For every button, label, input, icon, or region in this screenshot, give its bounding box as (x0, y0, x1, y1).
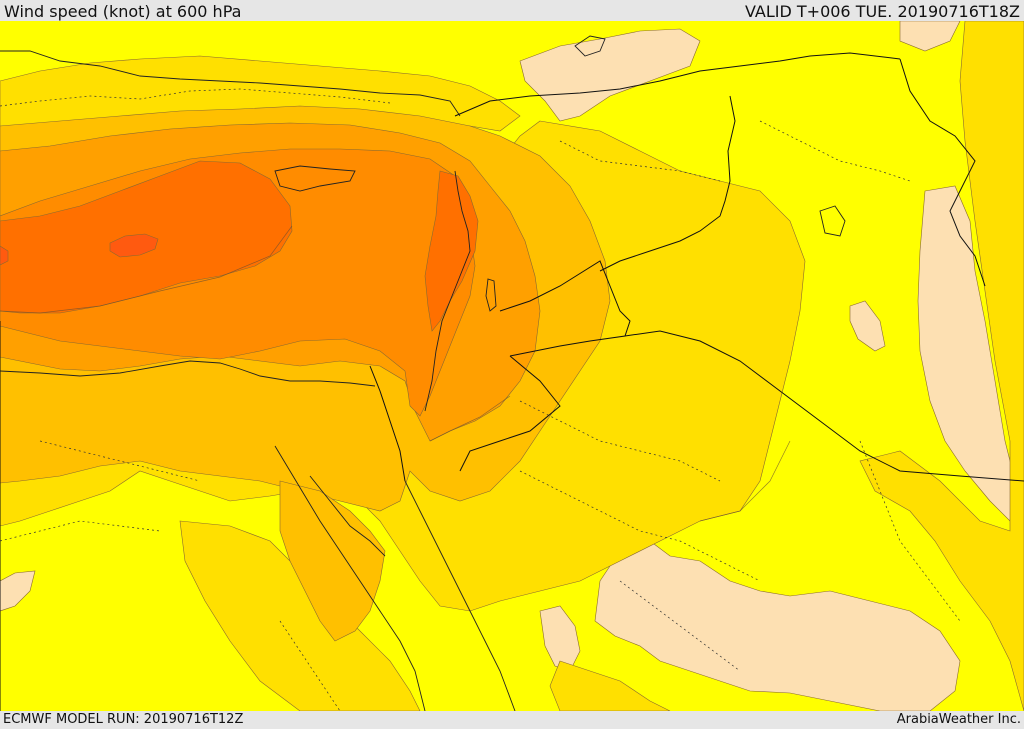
egypt-coast (0, 360, 376, 387)
map-title: Wind speed (knot) at 600 hPa (4, 2, 242, 21)
wind-speed-contours (0, 225, 791, 522)
province-borders (0, 88, 961, 711)
country-borders (0, 52, 1024, 711)
iraq-saudi-border (624, 330, 1024, 482)
jordan-border (499, 260, 631, 357)
coastlines (0, 35, 846, 711)
mid-low-wind-zone-sinai (279, 480, 386, 642)
saudi-jordan-border (459, 355, 561, 472)
syria-iraq-border (599, 95, 736, 272)
egypt-israel-border (369, 365, 406, 482)
calm-zone-lake (849, 300, 886, 352)
red-sea-coast-west (274, 445, 426, 711)
very-high-wind-zone-levant (424, 170, 479, 332)
levant-coast (424, 170, 471, 412)
gulf-suez-coast (309, 475, 386, 557)
wind-speed-fill (0, 21, 1024, 711)
calm-zone-ne (899, 21, 961, 52)
valid-time-label: VALID T+006 TUE. 20190716T18Z (744, 2, 1020, 21)
wind-speed-map (0, 21, 1024, 711)
map-canvas (0, 21, 1024, 711)
model-run-label: ECMWF MODEL RUN: 20190716T12Z (3, 712, 244, 727)
low-wind-zone-east (859, 21, 1024, 711)
highest-wind-core-west (0, 245, 9, 266)
red-sea-coast-east (404, 480, 516, 711)
map-header: Wind speed (knot) at 600 hPa VALID T+006… (0, 0, 1024, 21)
highest-wind-core (109, 233, 159, 258)
calm-zone-southwest (539, 605, 581, 672)
turkey-syria-border (454, 52, 901, 117)
lake-van (574, 35, 606, 57)
low-wind-zone-south (549, 660, 671, 711)
turkey-coast (0, 50, 461, 117)
calm-zone-south (594, 540, 961, 711)
cyprus (274, 165, 356, 192)
credit-label: ArabiaWeather Inc. (896, 712, 1021, 727)
lake-tharthar (819, 205, 846, 237)
iraq-iran-border (899, 58, 986, 287)
map-footer: ECMWF MODEL RUN: 20190716T12Z ArabiaWeat… (0, 711, 1024, 729)
calm-zone-north (519, 28, 701, 122)
low-wind-zone-southwest (179, 520, 421, 711)
calm-zone-west (0, 570, 36, 612)
dead-sea (485, 278, 497, 312)
